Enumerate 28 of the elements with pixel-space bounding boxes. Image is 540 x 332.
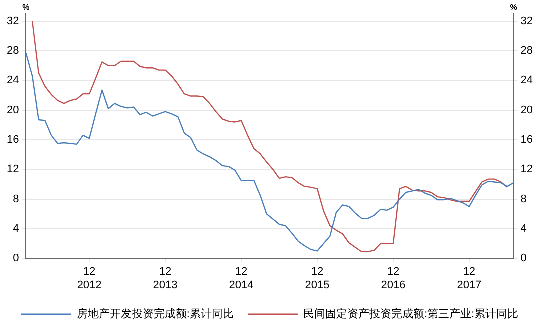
x-tick-label: 12 2015	[305, 266, 330, 292]
y2-tick-label: 8	[520, 193, 527, 206]
y-tick-label: 24	[6, 74, 20, 87]
legend-label: 民间固定资产投资完成额:第三产业:累计同比	[303, 308, 519, 321]
y2-tick-label: 4	[520, 222, 527, 235]
y2-tick-label: 20	[520, 104, 534, 116]
x-tick-label: 12 2016	[381, 266, 406, 292]
legend-label: 房地产开发投资完成额:累计同比	[76, 308, 234, 321]
x-tick-label: 12 2013	[153, 266, 178, 292]
x-tick-label: 12 2014	[229, 266, 254, 292]
y2-tick-label: 16	[520, 134, 534, 146]
y-tick-label: 12	[6, 164, 20, 176]
y-tick-label: 0	[13, 252, 20, 265]
y2-tick-label: 24	[520, 74, 534, 87]
y2-tick-label: 0	[520, 252, 527, 265]
y2-tick-label: 12	[520, 164, 534, 176]
y2-tick-label: 32	[520, 15, 534, 28]
y2-tick-label: 28	[520, 45, 534, 58]
x-tick-label: 12 2012	[77, 266, 102, 292]
y-axis-title: %	[22, 3, 30, 12]
y-tick-label: 28	[6, 45, 20, 58]
y-tick-label: 8	[13, 193, 20, 206]
y2-axis-title: %	[510, 3, 518, 12]
y-tick-label: 4	[13, 222, 20, 235]
y-tick-label: 20	[6, 104, 20, 116]
x-tick-label: 12 2017	[457, 266, 482, 292]
y-tick-label: 16	[6, 134, 20, 146]
y-tick-label: 32	[6, 15, 20, 28]
